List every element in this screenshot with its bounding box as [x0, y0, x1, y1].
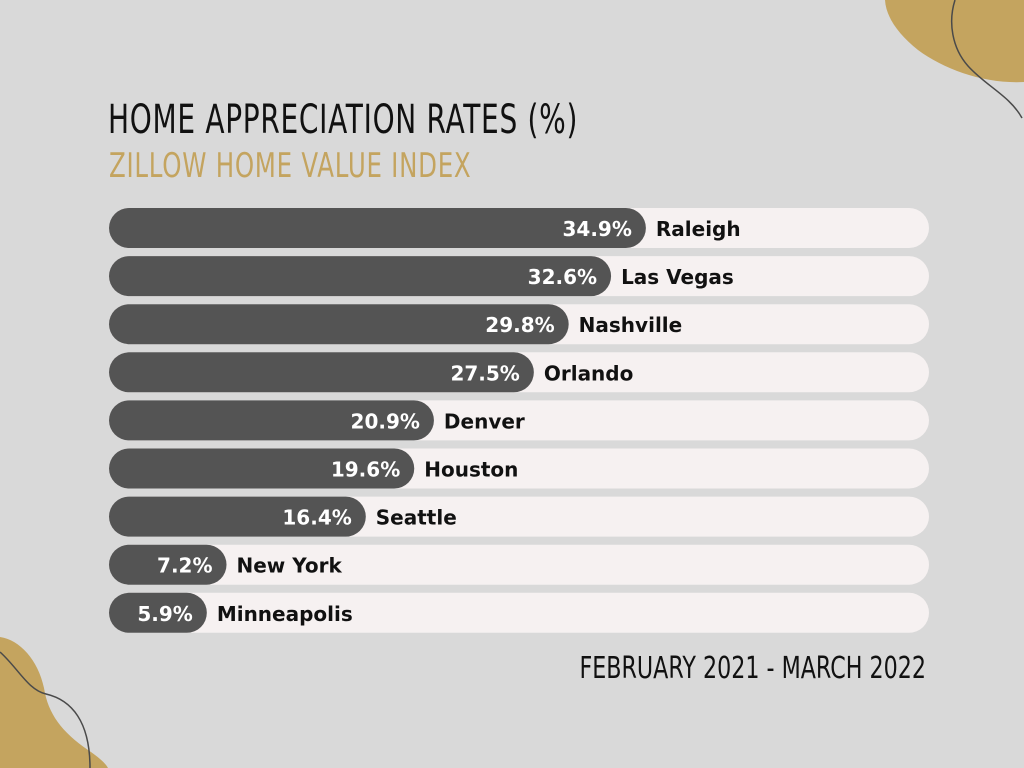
bar-value-label: 34.9%	[562, 217, 631, 241]
chart-subtitle: ZILLOW HOME VALUE INDEX	[109, 146, 472, 186]
bar-category-label: Houston	[424, 458, 518, 482]
bar	[109, 544, 227, 585]
bar-category-label: Seattle	[376, 506, 457, 530]
bar-category-label: Las Vegas	[621, 265, 734, 289]
bar-category-label: Minneapolis	[217, 602, 353, 626]
bar	[109, 256, 612, 297]
bar-category-label: Raleigh	[656, 217, 741, 241]
bar-track	[109, 592, 929, 633]
bar-row: 20.9% Denver	[109, 400, 929, 441]
bar-row: 32.6% Las Vegas	[109, 256, 929, 297]
bar-value-label: 27.5%	[450, 361, 519, 385]
bar-row: 5.9% Minneapolis	[109, 592, 929, 633]
bar	[109, 208, 646, 248]
bar-row: 34.9% Raleigh	[109, 208, 929, 248]
bar-row: 16.4% Seattle	[109, 496, 929, 537]
bar-row: 29.8% Nashville	[109, 304, 929, 345]
bar-value-label: 32.6%	[528, 265, 597, 289]
bar	[109, 496, 366, 537]
bar	[109, 448, 415, 489]
bar	[109, 352, 534, 393]
bar-category-label: Nashville	[579, 313, 683, 337]
bar-value-label: 19.6%	[331, 458, 400, 482]
bar-category-label: Denver	[444, 409, 525, 433]
top-right-curve-line	[950, 0, 1023, 119]
chart-title: HOME APPRECIATION RATES (%)	[108, 97, 579, 143]
bar-value-label: 20.9%	[351, 409, 420, 433]
bar-track	[109, 544, 929, 585]
bar-value-label: 5.9%	[137, 602, 192, 626]
bar-category-label: Orlando	[544, 361, 634, 385]
bar	[109, 400, 434, 441]
bar	[109, 592, 207, 633]
bar-value-label: 7.2%	[157, 554, 212, 578]
bar	[109, 304, 569, 345]
bottom-left-blob	[0, 637, 108, 768]
date-range-footer: FEBRUARY 2021 - MARCH 2022	[579, 651, 926, 686]
bar-value-label: 29.8%	[485, 313, 554, 337]
bottom-left-curve-line	[0, 651, 91, 768]
bar-row: 19.6% Houston	[109, 448, 929, 489]
bar-row: 27.5% Orlando	[109, 352, 929, 393]
bar-row: 7.2% New York	[109, 544, 929, 585]
bar-category-label: New York	[237, 554, 343, 578]
bar-value-label: 16.4%	[282, 506, 351, 530]
